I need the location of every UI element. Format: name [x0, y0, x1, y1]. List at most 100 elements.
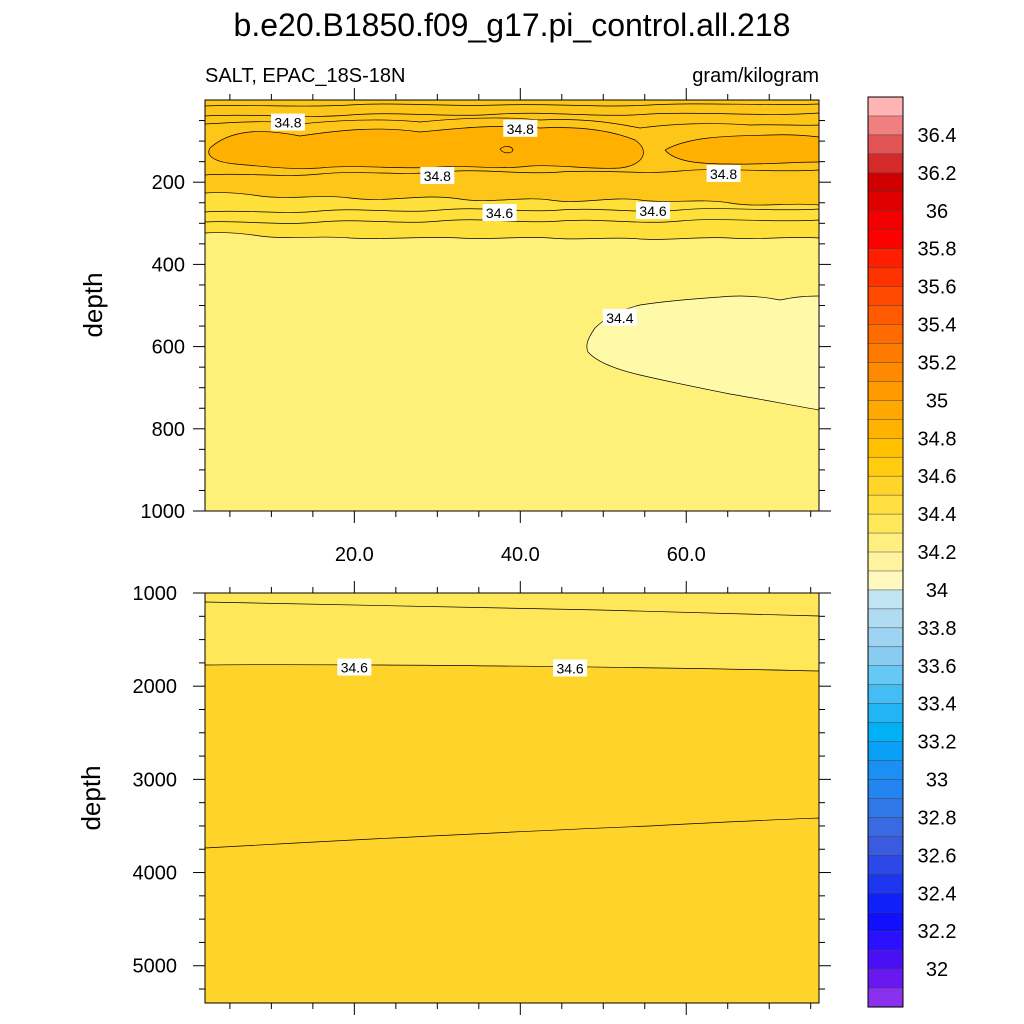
contour-label: 34.8 — [424, 168, 451, 184]
lower-plot-frame — [204, 592, 820, 1004]
colorbar-swatch — [867, 646, 904, 667]
colorbar-swatch — [867, 248, 904, 269]
colorbar-swatch — [867, 494, 904, 515]
fill-35-35.2-east — [665, 134, 819, 165]
lower-y-axis-label: depth — [76, 765, 106, 830]
contour-label-bg — [706, 164, 741, 182]
colorbar-label: 32.2 — [918, 921, 957, 943]
upper-fills — [205, 100, 819, 511]
colorbar-swatch — [867, 817, 904, 837]
colorbar-swatch — [867, 210, 904, 231]
contour-line-35-c — [499, 146, 514, 154]
contour-label-bg — [553, 659, 588, 677]
colorbar-swatch — [867, 760, 904, 781]
colorbar-swatch — [867, 96, 904, 117]
contour-line-deep-1 — [205, 601, 819, 617]
colorbar-swatch — [867, 134, 904, 155]
colorbar-label: 32.4 — [918, 883, 957, 905]
colorbar-swatch — [867, 267, 904, 288]
upper-y-tick-label: 600 — [152, 337, 185, 359]
upper-axis-ticks: 200 400 600 800 1000 20.0 40.0 60.0 — [141, 88, 831, 566]
colorbar-label: 33.4 — [918, 694, 957, 716]
colorbar-swatch — [867, 191, 904, 212]
upper-x-tick-label: 20.0 — [335, 544, 374, 566]
contour-label: 34.8 — [507, 121, 534, 137]
colorbar-label: 34.4 — [918, 504, 957, 526]
lower-contour-lines — [205, 601, 819, 849]
contour-line-34.8-d — [205, 169, 819, 176]
colorbar-swatch — [867, 362, 904, 382]
colorbar-swatch — [867, 475, 904, 496]
colorbar-swatch — [867, 551, 904, 572]
contour-label: 34.6 — [486, 205, 513, 221]
upper-contour-lines — [205, 103, 819, 411]
colorbar-swatch — [867, 968, 904, 989]
colorbar-swatch — [867, 703, 904, 724]
colorbar-swatch — [867, 911, 904, 932]
colorbar-label: 36.2 — [918, 163, 957, 185]
colorbar-swatch — [867, 438, 904, 458]
colorbar-swatch — [867, 987, 904, 1008]
colorbar-swatch — [867, 874, 904, 894]
contour-label: 34.8 — [274, 115, 301, 131]
lower-y-tick-label: 5000 — [133, 956, 178, 978]
colorbar-swatch — [867, 343, 904, 363]
contour-line-deep-34.6 — [205, 664, 819, 672]
colorbar-label: 34 — [926, 580, 948, 602]
lower-fills — [205, 593, 819, 1003]
units-subtitle: gram/kilogram — [692, 65, 819, 87]
contour-label-bg — [420, 167, 455, 185]
colorbar-swatch — [867, 229, 904, 250]
contour-label-bg — [482, 204, 517, 222]
colorbar-label: 32.8 — [918, 807, 957, 829]
upper-panel: 200 400 600 800 1000 20.0 40.0 60.0 depth — [78, 88, 831, 566]
colorbar-swatch — [867, 305, 904, 326]
colorbar-swatch — [867, 836, 904, 856]
colorbar-label: 35.8 — [918, 239, 957, 261]
colorbar-swatch — [867, 798, 904, 818]
upper-y-axis-label: depth — [78, 272, 108, 337]
colorbar-label: 34.8 — [918, 428, 957, 450]
upper-y-tick-label: 800 — [152, 419, 185, 441]
contour-label: 34.6 — [341, 660, 368, 676]
colorbar-swatch — [867, 286, 904, 307]
contour-line-35-a — [208, 126, 644, 169]
variable-subtitle: SALT, EPAC_18S-18N — [205, 65, 405, 87]
colorbar-swatch — [867, 779, 904, 800]
contour-labels: 34.8 34.8 34.8 34.8 34.6 34.6 34.4 34.6 34.6 — [270, 113, 741, 677]
contour-line-34.4 — [586, 295, 819, 411]
colorbar-label: 33.8 — [918, 618, 957, 640]
colorbar-swatch — [867, 115, 904, 136]
colorbar: 36.4 36.2 36 35.8 35.6 35.4 35.2 35 34.8 34.6 34.4… — [867, 96, 957, 1008]
colorbar-swatch — [867, 324, 904, 345]
upper-x-tick-label: 60.0 — [667, 544, 706, 566]
colorbar-label: 36.4 — [918, 125, 957, 147]
colorbar-label: 33.2 — [918, 732, 957, 754]
contour-label-bg — [503, 119, 538, 137]
colorbar-swatch — [867, 400, 904, 420]
colorbar-label: 32.6 — [918, 845, 957, 867]
colorbar-swatch — [867, 684, 904, 705]
colorbar-swatch — [867, 722, 904, 743]
contour-label-bg — [602, 308, 637, 326]
colorbar-swatch — [867, 532, 904, 553]
colorbar-swatch — [867, 456, 904, 477]
contour-label: 34.6 — [556, 660, 583, 676]
contour-label-bg — [270, 113, 305, 131]
contour-label: 34.4 — [606, 310, 633, 326]
colorbar-swatch — [867, 627, 904, 648]
upper-x-tick-label: 40.0 — [501, 544, 540, 566]
contour-line-34.8-b — [205, 112, 819, 117]
colorbar-swatch — [867, 153, 904, 174]
colorbar-label: 34.6 — [918, 466, 957, 488]
colorbar-label: 35.2 — [918, 352, 957, 374]
colorbar-swatch — [867, 172, 904, 193]
contour-label-bg — [636, 201, 671, 219]
colorbar-swatch — [867, 949, 904, 970]
colorbar-label: 35.4 — [918, 315, 957, 337]
colorbar-swatch — [867, 513, 904, 534]
colorbar-frame — [867, 96, 904, 1008]
colorbar-swatch — [867, 893, 904, 913]
upper-y-tick-label: 1000 — [141, 501, 186, 523]
